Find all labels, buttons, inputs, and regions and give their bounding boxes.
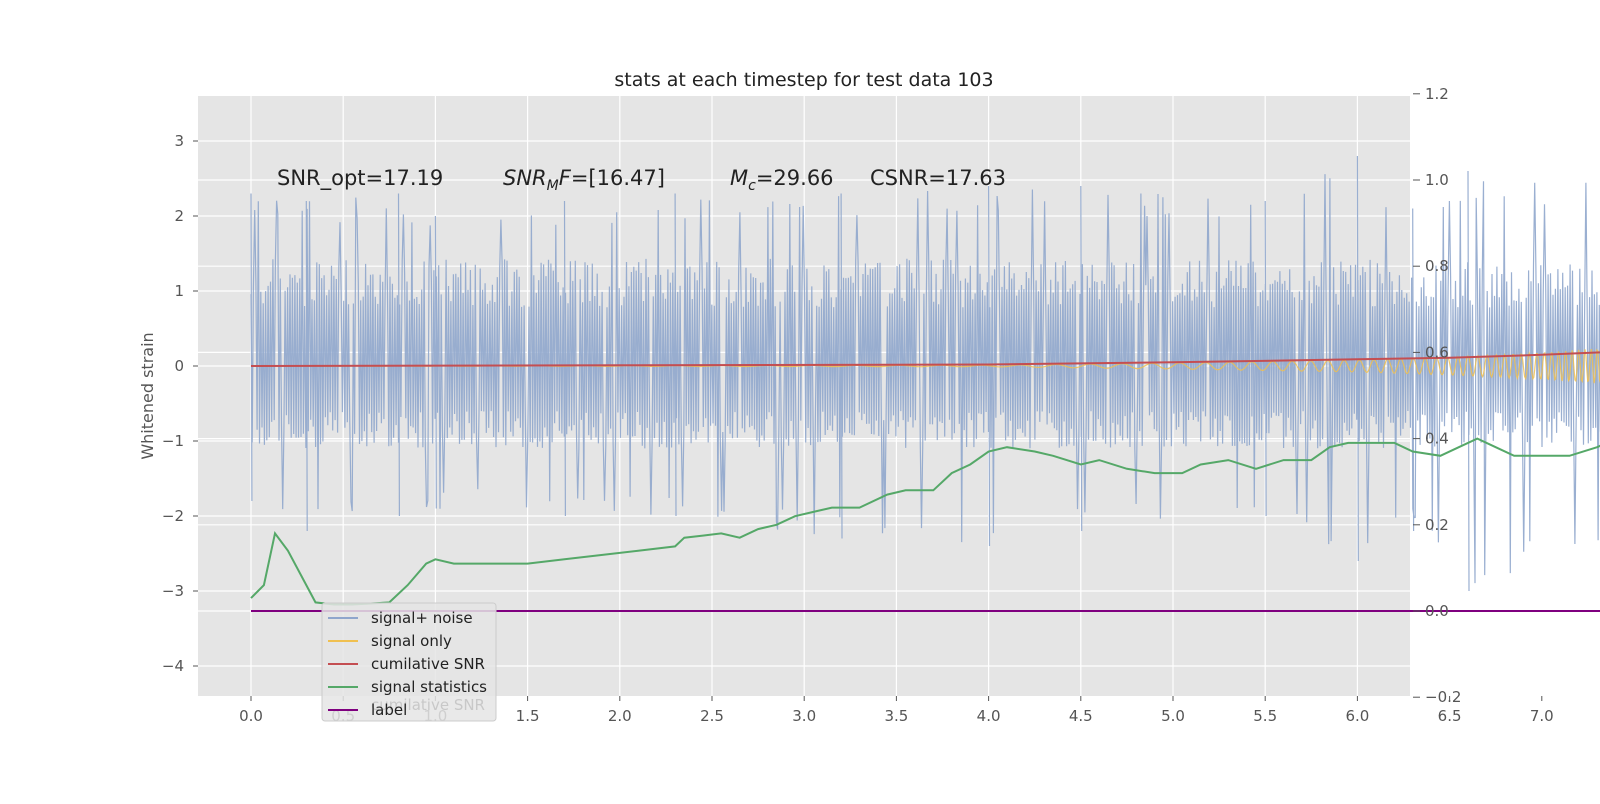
annotation-tail-letter: F xyxy=(559,166,572,190)
x-tick-label: 4.0 xyxy=(977,707,1001,725)
y2-tick-label: 0.4 xyxy=(1425,430,1449,448)
x-tick-label: 6.5 xyxy=(1438,707,1462,725)
y2-tick-label: −0.2 xyxy=(1425,688,1461,706)
y-tick-label: 0 xyxy=(174,357,184,375)
y-tick-label: 3 xyxy=(174,132,184,150)
annotation-mc: Mc=29.66 xyxy=(730,166,834,194)
legend-box xyxy=(321,602,497,722)
y2-tick-label: 0.6 xyxy=(1425,343,1449,361)
series-signal-statistics xyxy=(250,437,1600,606)
annotation-snr-mf: SNRMF=[16.47] xyxy=(503,166,665,194)
annotation-base: SNR xyxy=(503,166,547,190)
legend-item-label: cumilative SNR xyxy=(371,655,485,673)
y-tick-label: 1 xyxy=(174,282,184,300)
series-layer xyxy=(250,155,1600,612)
x-tick-label: 1.5 xyxy=(516,707,540,725)
chart-title: stats at each timestep for test data 103 xyxy=(614,69,993,91)
x-tick-label: 5.0 xyxy=(1161,707,1185,725)
y-tick-label: −3 xyxy=(162,582,184,600)
x-tick-label: 7.0 xyxy=(1530,707,1554,725)
legend-item-label: signal statistics xyxy=(371,678,487,696)
x-tick-label: 2.5 xyxy=(700,707,724,725)
series-cumulative-snr xyxy=(250,351,1600,367)
y2-tick-label: 1.0 xyxy=(1425,171,1449,189)
legend: cumilative SNR signal+ noise signal only cu… xyxy=(321,602,497,722)
series-label xyxy=(251,610,1600,612)
legend-item-label: signal only xyxy=(371,632,452,650)
y-tick-label: −2 xyxy=(162,507,184,525)
y2-tick-label: 0.2 xyxy=(1425,516,1449,534)
y-tick-label: −1 xyxy=(162,432,184,450)
x-tick-label: 3.5 xyxy=(884,707,908,725)
x-tick-label: 4.5 xyxy=(1069,707,1093,725)
annotation-tail-rest: =[16.47] xyxy=(571,166,665,190)
annotation-base: M xyxy=(730,166,748,190)
annotation-subscript: c xyxy=(748,178,756,194)
y-tick-label: 2 xyxy=(174,207,184,225)
legend-item-label: signal+ noise xyxy=(371,609,473,627)
annotation-tail: =29.66 xyxy=(756,166,834,190)
legend-item-label: label xyxy=(371,701,407,719)
annotation-subscript: M xyxy=(547,178,559,194)
x-tick-label: 0.0 xyxy=(239,707,263,725)
legend-ghost-text: cumilative SNR xyxy=(371,696,485,714)
y-tick-label: −4 xyxy=(162,657,184,675)
x-tick-label: 6.0 xyxy=(1345,707,1369,725)
y2-tick-label: 0.8 xyxy=(1425,257,1449,275)
y2-tick-label: 0.0 xyxy=(1425,602,1449,620)
annotation-tail: F=[16.47] xyxy=(559,166,665,190)
annotation-snr-opt: SNR_opt=17.19 xyxy=(277,166,443,191)
x-tick-label: 3.0 xyxy=(792,707,816,725)
y-axis-label: Whitened strain xyxy=(138,332,157,459)
x-tick-label: 5.5 xyxy=(1253,707,1277,725)
y2-tick-label: 1.2 xyxy=(1425,85,1449,103)
annotations: SNR_opt=17.19 SNRMF=[16.47] Mc=29.66 CSNR=1… xyxy=(277,166,1006,194)
annotation-csnr: CSNR=17.63 xyxy=(870,166,1006,190)
x-tick-label: 2.0 xyxy=(608,707,632,725)
